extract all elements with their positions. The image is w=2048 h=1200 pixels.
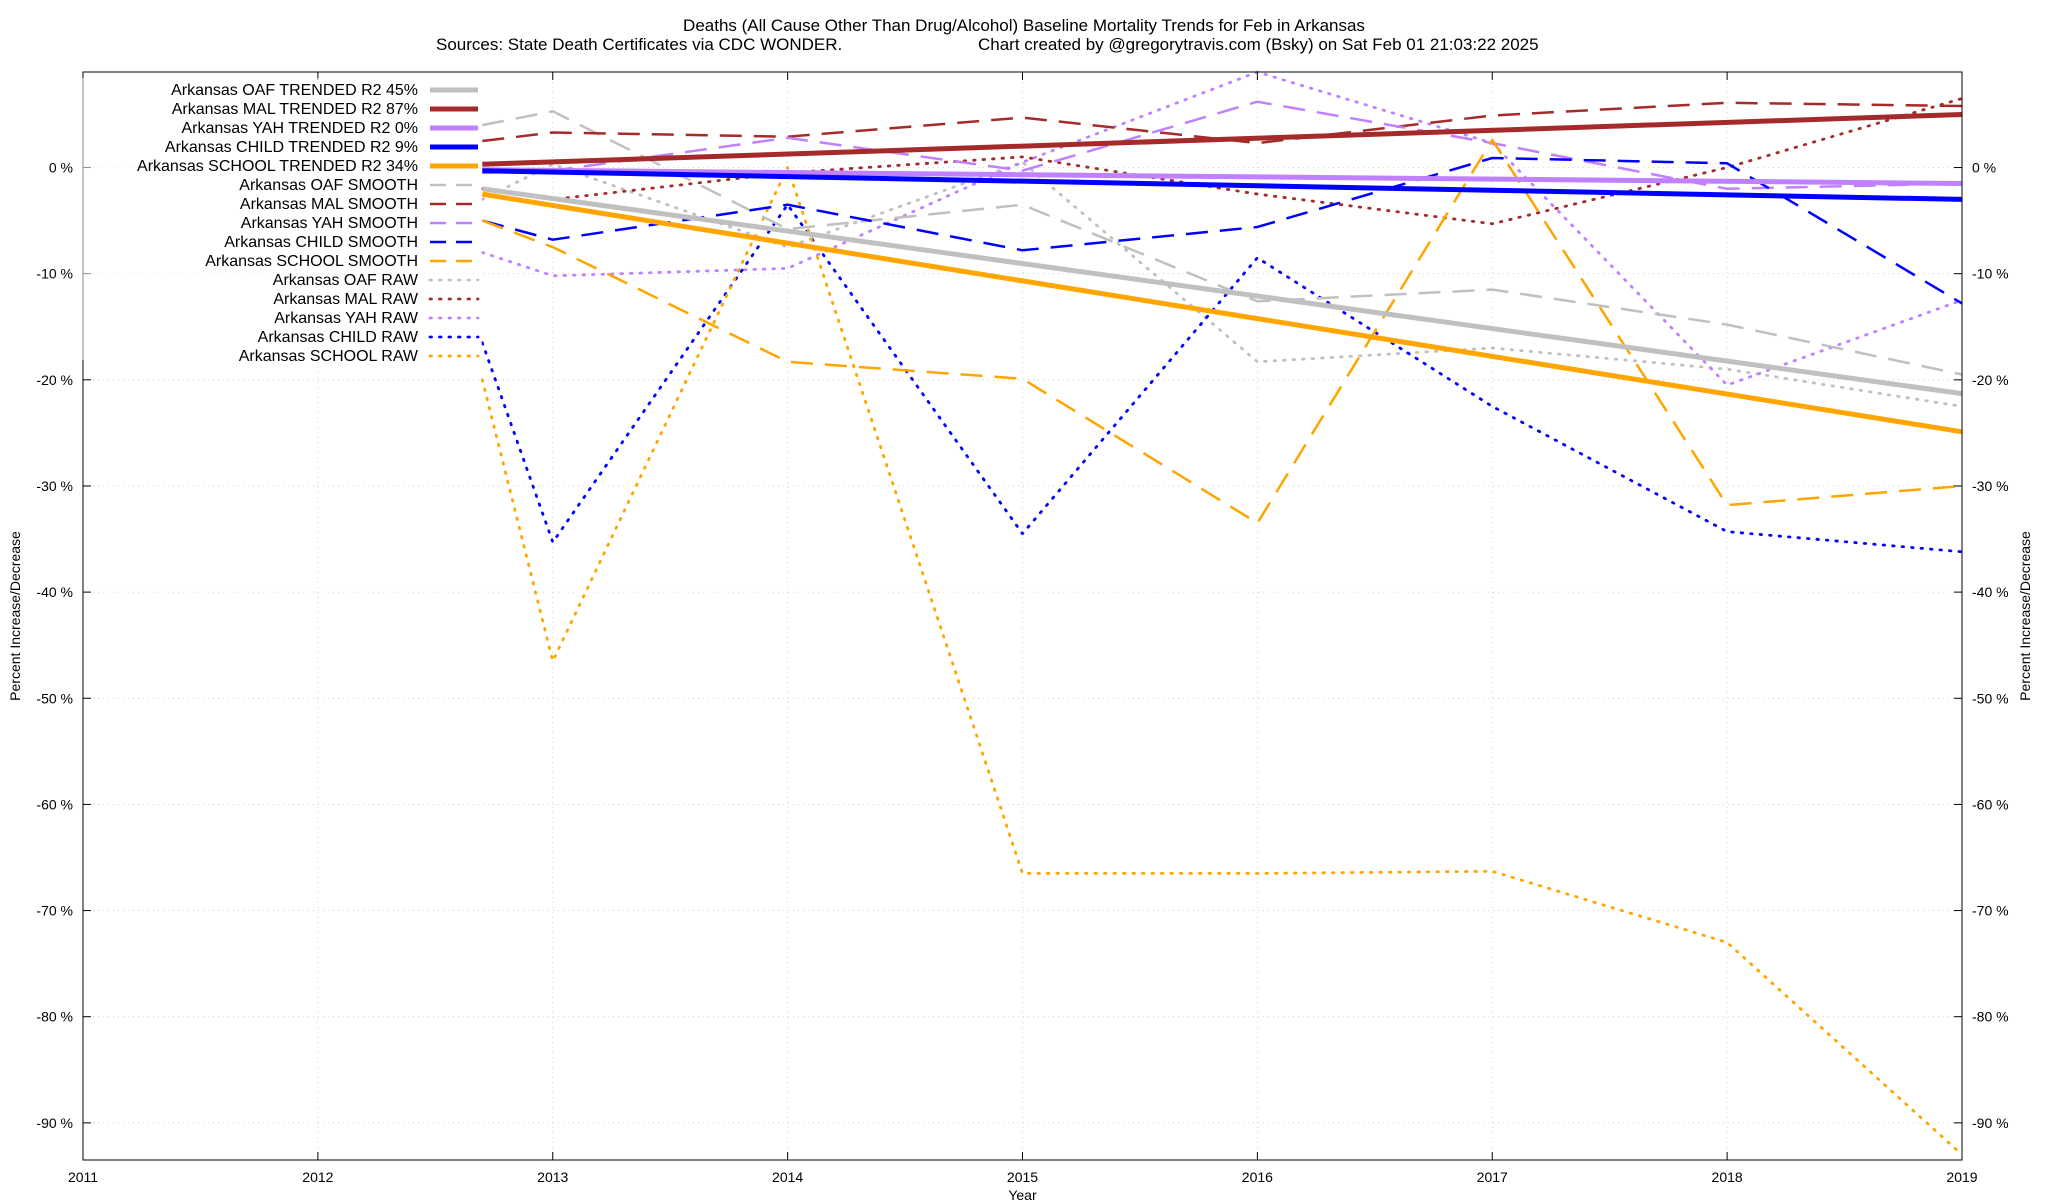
series-line-school-raw xyxy=(480,166,1964,1157)
chart-credit-subtitle: Chart created by @gregorytravis.com (Bsk… xyxy=(978,35,1539,54)
legend: Arkansas OAF TRENDED R2 45% Arkansas MAL … xyxy=(82,78,482,365)
legend-label-yah-trend: Arkansas YAH TRENDED R2 0% xyxy=(181,120,418,137)
y-axis-label-left: Percent Increase/Decrease xyxy=(7,531,23,701)
y-tick-label: -80 % xyxy=(36,1009,73,1025)
x-tick-label: 2011 xyxy=(68,1169,98,1185)
legend-label-school-raw: Arkansas SCHOOL RAW xyxy=(239,348,419,365)
legend-label-mal-smooth: Arkansas MAL SMOOTH xyxy=(240,196,418,213)
series-line-mal-trend xyxy=(482,112,1963,167)
x-tick-label: 2018 xyxy=(1712,1169,1743,1185)
series-line-school-smooth xyxy=(481,138,1963,525)
legend-label-mal-raw: Arkansas MAL RAW xyxy=(273,291,419,308)
x-tick-label: 2019 xyxy=(1946,1169,1977,1185)
y-tick-label-right: 0 % xyxy=(1972,160,1996,176)
y-tick-label-right: -30 % xyxy=(1972,478,2009,494)
y-tick-label-right: -60 % xyxy=(1972,796,2009,812)
x-tick-label: 2017 xyxy=(1477,1169,1508,1185)
legend-label-child-raw: Arkansas CHILD RAW xyxy=(258,329,419,346)
y-tick-label: -50 % xyxy=(36,690,73,706)
legend-label-oaf-trend: Arkansas OAF TRENDED R2 45% xyxy=(171,82,418,99)
y-tick-label-right: -80 % xyxy=(1972,1009,2009,1025)
x-axis-label: Year xyxy=(1008,1187,1037,1200)
series-line-child-smooth xyxy=(481,156,1963,305)
y-tick-label: -40 % xyxy=(36,584,73,600)
legend-label-yah-raw: Arkansas YAH RAW xyxy=(274,310,419,327)
y-tick-label-right: -70 % xyxy=(1972,903,2009,919)
legend-label-oaf-smooth: Arkansas OAF SMOOTH xyxy=(239,177,418,194)
y-tick-label: -60 % xyxy=(36,796,73,812)
x-tick-label: 2012 xyxy=(302,1169,333,1185)
chart-title: Deaths (All Cause Other Than Drug/Alcoho… xyxy=(683,16,1365,35)
series-line-child-trend xyxy=(482,168,1963,202)
legend-label-child-smooth: Arkansas CHILD SMOOTH xyxy=(224,234,418,251)
series-line-yah-trend xyxy=(482,167,1963,186)
x-tick-label: 2015 xyxy=(1007,1169,1038,1185)
y-tick-label-right: -10 % xyxy=(1972,266,2009,282)
x-tick-label: 2013 xyxy=(537,1169,568,1185)
series-line-yah-raw xyxy=(480,70,1964,387)
y-axis-label-right: Percent Increase/Decrease xyxy=(2017,531,2033,701)
axes: 0 % 0 % -10 % -10 % -20 % -20 % -30 % -30 % -40 … xyxy=(36,72,2009,1185)
legend-label-yah-smooth: Arkansas YAH SMOOTH xyxy=(241,215,418,232)
y-tick-label: 0 % xyxy=(49,160,73,176)
legend-label-school-trend: Arkansas SCHOOL TRENDED R2 34% xyxy=(137,158,418,175)
series-line-oaf-raw xyxy=(480,160,1964,408)
y-tick-label-right: -20 % xyxy=(1972,372,2009,388)
series-line-school-trend xyxy=(481,191,1963,435)
series-line-mal-smooth xyxy=(482,101,1963,145)
y-tick-label-right: -50 % xyxy=(1972,690,2009,706)
legend-label-child-trend: Arkansas CHILD TRENDED R2 9% xyxy=(165,139,418,156)
series-line-child-raw xyxy=(480,203,1964,554)
y-tick-label: -30 % xyxy=(36,478,73,494)
y-tick-label: -20 % xyxy=(36,372,73,388)
x-tick-label: 2014 xyxy=(772,1169,803,1185)
y-tick-label: -90 % xyxy=(36,1115,73,1131)
plot-series xyxy=(480,70,1964,1157)
legend-background xyxy=(82,78,482,360)
series-line-oaf-smooth xyxy=(482,110,1963,376)
y-tick-label-right: -90 % xyxy=(1972,1115,2009,1131)
series-line-oaf-trend xyxy=(481,186,1963,397)
y-tick-label-right: -40 % xyxy=(1972,584,2009,600)
legend-label-oaf-raw: Arkansas OAF RAW xyxy=(273,272,419,289)
chart-source-subtitle: Sources: State Death Certificates via CD… xyxy=(436,35,842,54)
y-tick-label: -10 % xyxy=(36,266,73,282)
x-tick-label: 2016 xyxy=(1242,1169,1273,1185)
legend-label-mal-trend: Arkansas MAL TRENDED R2 87% xyxy=(172,101,418,118)
y-tick-label: -70 % xyxy=(36,903,73,919)
series-line-mal-raw xyxy=(480,97,1964,226)
legend-label-school-smooth: Arkansas SCHOOL SMOOTH xyxy=(205,253,418,270)
chart-title-group: Deaths (All Cause Other Than Drug/Alcoho… xyxy=(436,16,1539,54)
